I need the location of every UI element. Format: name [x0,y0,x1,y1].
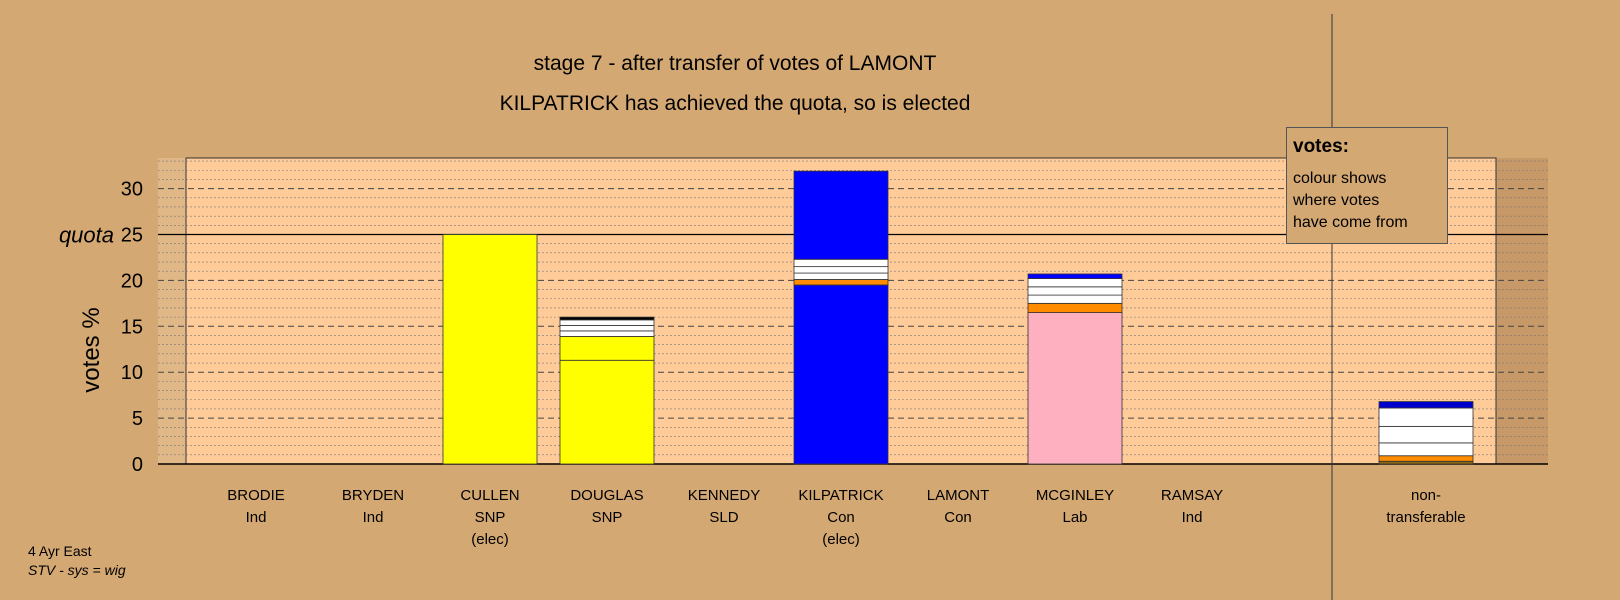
party-label: SNP [475,509,506,526]
candidate-name-label: CULLEN [460,487,519,504]
nontransferable-bar-segment [1378,407,1474,427]
nontransferable-label: transferable [1386,509,1465,526]
plot-margin-right [1496,158,1548,464]
legend-line: colour shows [1293,170,1387,187]
bar-segment [1027,273,1123,279]
candidate-name-label: KILPATRICK [798,487,883,504]
candidate-name-label: BRODIE [227,487,285,504]
y-tick-label: 25 [121,225,143,247]
party-label: Ind [246,509,267,526]
bar-segment [1027,294,1123,304]
bar-segment [559,330,655,337]
nontransferable-bar-segment [1378,460,1474,465]
bar-segment [793,258,889,268]
bar-segment [559,359,655,465]
party-label: Con [827,509,855,526]
legend-line: have come from [1293,214,1408,231]
nontransferable-bar-segment [1378,455,1474,462]
nontransferable-bar-segment [1378,401,1474,409]
bar-segment [793,284,889,465]
y-tick-label: 15 [121,316,143,338]
bar-segment [559,335,655,361]
constituency-label: 4 Ayr East [28,543,92,559]
chart-subtitle: KILPATRICK has achieved the quota, so is… [499,92,971,115]
y-tick-label: 20 [121,270,143,292]
legend-title: votes: [1293,136,1349,157]
y-tick-label: 30 [121,179,143,201]
party-label: Lab [1062,509,1087,526]
bar-segment [559,319,655,326]
system-label: STV - sys = wig [28,562,126,578]
candidate-name-label: RAMSAY [1161,487,1223,504]
elected-label: (elec) [471,531,509,548]
party-label: SLD [709,509,738,526]
candidate-name-label: MCGINLEY [1036,487,1114,504]
bar-segment [793,170,889,260]
candidate-name-label: DOUGLAS [570,487,643,504]
bar-segment [442,234,538,465]
bar-segment [1027,278,1123,288]
y-tick-label: 5 [132,408,143,430]
party-label: Ind [363,509,384,526]
y-tick-label: 0 [132,454,143,476]
bar-segment [559,316,655,321]
bar-segment [793,279,889,286]
nontransferable-label: non- [1411,487,1441,504]
bar-segment [1027,286,1123,296]
legend-line: where votes [1293,192,1380,209]
candidate-name-label: LAMONT [927,487,990,504]
legend: votes: colour shows where votes have com… [1286,127,1448,244]
nontransferable-bar-segment [1378,425,1474,444]
y-tick-label: 10 [121,362,143,384]
bar-segment [793,272,889,280]
bar-segment [559,324,655,332]
elected-label: (elec) [822,531,860,548]
nontransferable-bar-segment [1378,442,1474,457]
bar-segment [793,266,889,274]
bar-segment [1027,302,1123,313]
candidate-name-label: KENNEDY [688,487,761,504]
quota-label: quota [59,223,114,248]
y-axis-label: votes % [78,307,105,392]
candidate-name-label: BRYDEN [342,487,404,504]
plot-margin-left [158,158,186,464]
party-label: Ind [1182,509,1203,526]
party-label: Con [944,509,972,526]
party-label: SNP [592,509,623,526]
bar-segment [1027,312,1123,465]
chart-title: stage 7 - after transfer of votes of LAM… [533,52,937,75]
